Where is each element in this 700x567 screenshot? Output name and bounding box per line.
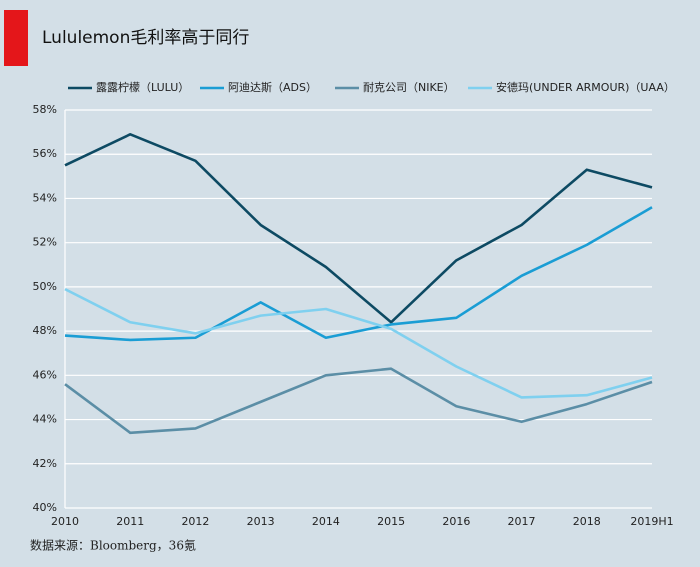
x-tick-label: 2011 [116, 515, 144, 528]
x-tick-label: 2016 [442, 515, 470, 528]
y-tick-label: 40% [33, 501, 57, 514]
chart-title: Lululemon毛利率高于同行 [42, 28, 249, 48]
title-marker [4, 10, 28, 66]
y-tick-label: 44% [33, 413, 57, 426]
x-tick-label: 2010 [51, 515, 79, 528]
x-tick-label: 2012 [181, 515, 209, 528]
legend-label: 阿迪达斯（ADS） [228, 81, 317, 94]
legend-label: 耐克公司（NIKE） [363, 81, 455, 94]
series-line [64, 206, 653, 342]
y-tick-label: 42% [33, 457, 57, 470]
y-tick-label: 56% [33, 147, 57, 160]
legend-label: 安德玛(UNDER ARMOUR)（UAA） [496, 80, 675, 94]
y-tick-label: 46% [33, 368, 57, 381]
legend-label: 露露柠檬（LULU） [96, 80, 189, 94]
x-tick-label: 2013 [247, 515, 275, 528]
series-line [64, 367, 653, 435]
x-tick-label: 2014 [312, 515, 340, 528]
y-tick-label: 58% [33, 103, 57, 116]
y-tick-label: 54% [33, 191, 57, 204]
series-line [64, 133, 653, 324]
x-tick-label: 2018 [573, 515, 601, 528]
x-tick-label: 2019H1 [630, 515, 673, 528]
x-tick-label: 2015 [377, 515, 405, 528]
series-line [64, 287, 653, 399]
source-note: 数据来源：Bloomberg，36氪 [30, 538, 196, 553]
y-tick-label: 50% [33, 280, 57, 293]
x-tick-label: 2017 [508, 515, 536, 528]
y-tick-label: 48% [33, 324, 57, 337]
y-tick-label: 52% [33, 236, 57, 249]
